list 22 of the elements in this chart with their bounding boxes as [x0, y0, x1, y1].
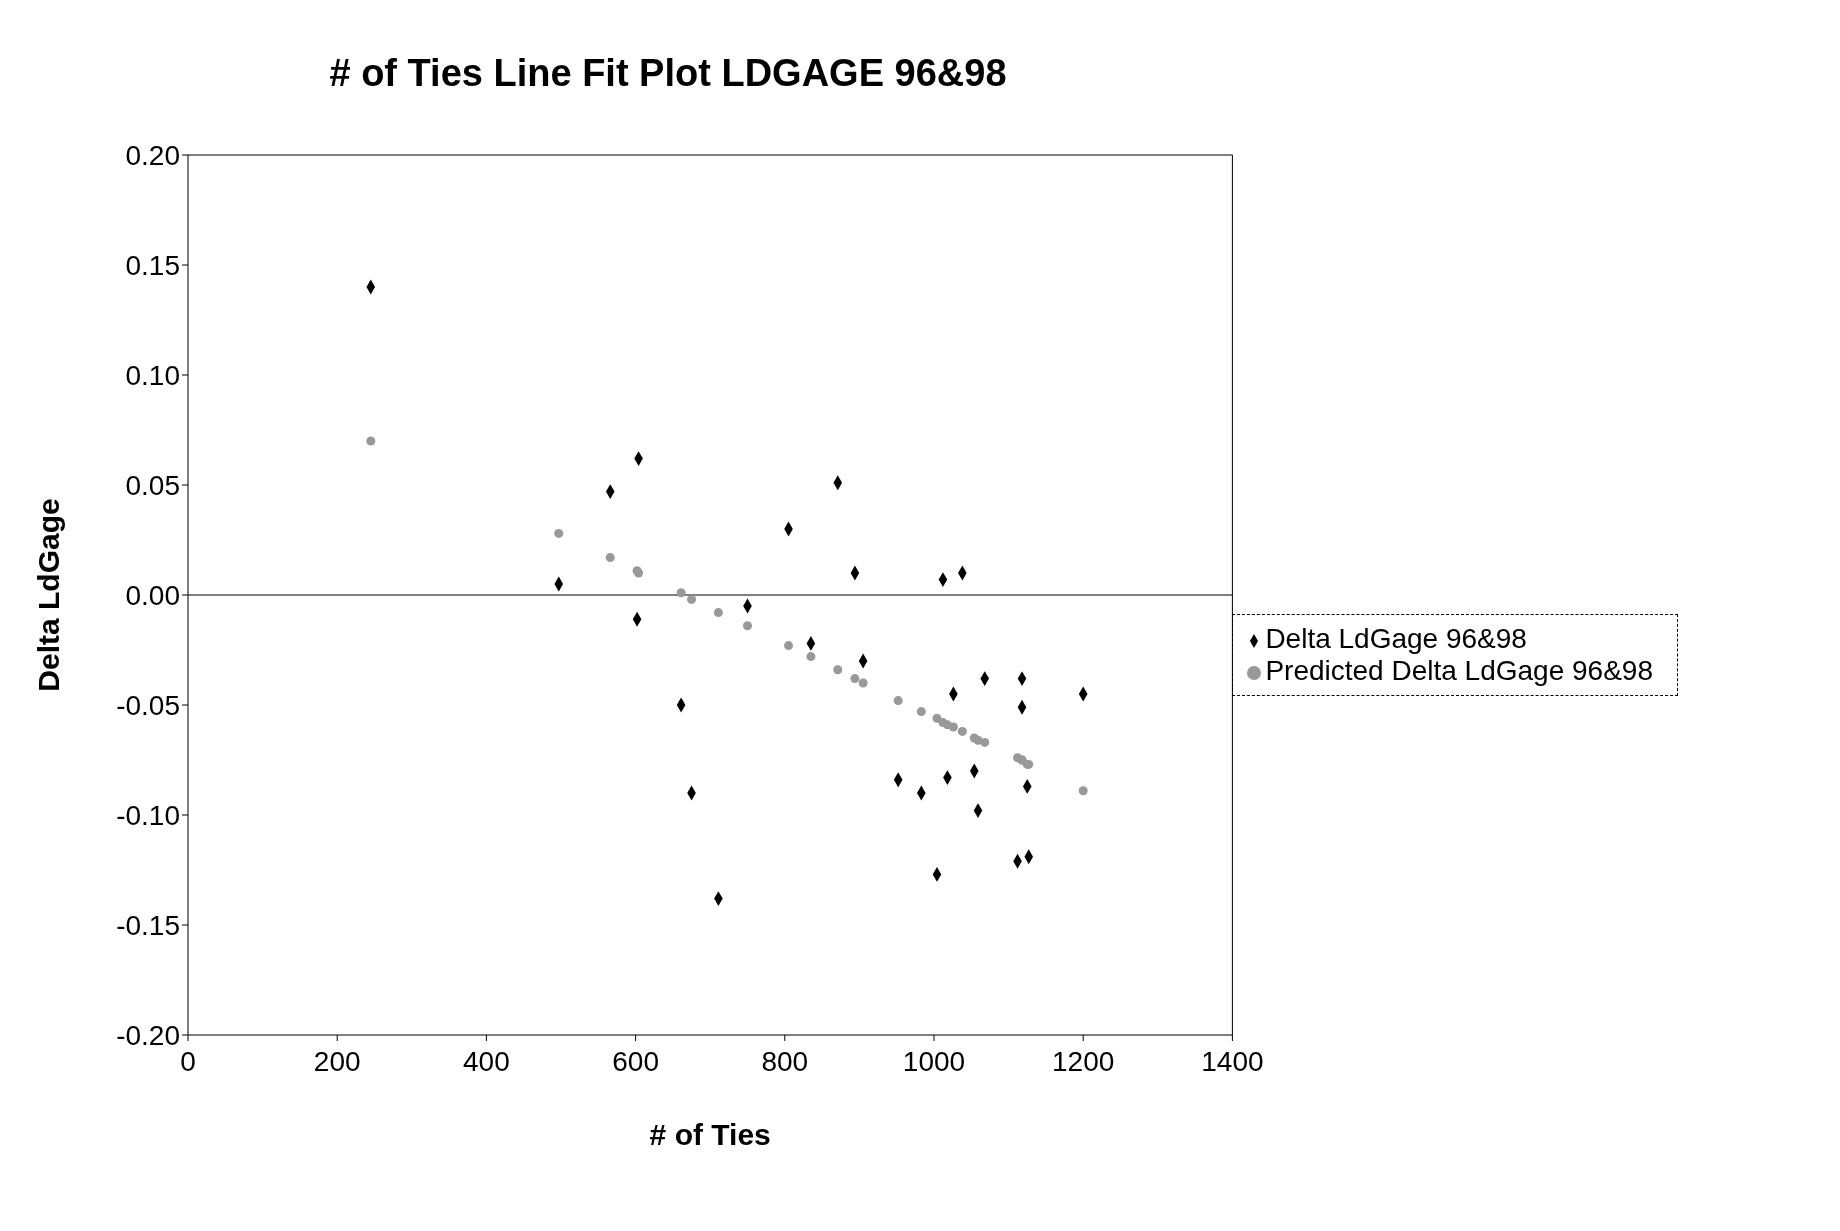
y-tick-label: -0.05: [116, 689, 180, 721]
y-tick-label: 0.20: [125, 139, 180, 171]
legend-label: Delta LdGage 96&98: [1265, 623, 1527, 654]
x-axis-title: # of Ties: [649, 1118, 771, 1151]
x-tick-label: 400: [463, 1045, 510, 1077]
x-tick-label: 200: [313, 1045, 361, 1077]
y-tick-label: -0.15: [116, 909, 180, 941]
x-tick-label: 1000: [902, 1045, 966, 1077]
legend-label: Predicted Delta LdGage 96&98: [1265, 655, 1653, 686]
y-tick-label: 0.15: [125, 249, 180, 281]
y-tick-label: 0.05: [125, 469, 180, 501]
y-axis-title: Delta LdGage: [31, 498, 65, 692]
x-tick-label: 0: [180, 1045, 196, 1077]
x-tick-label: 1200: [1052, 1045, 1115, 1077]
x-tick-label: 600: [612, 1045, 659, 1077]
y-tick-label: -0.20: [116, 1019, 180, 1051]
x-tick-label: 800: [761, 1045, 809, 1077]
y-tick-label: 0.10: [125, 359, 180, 391]
chart-title: # of Ties Line Fit Plot LDGAGE 96&98: [328, 51, 1008, 95]
x-tick-label: 1400: [1201, 1045, 1264, 1077]
y-tick-label: -0.10: [116, 799, 180, 831]
y-tick-label: 0.00: [125, 579, 180, 611]
